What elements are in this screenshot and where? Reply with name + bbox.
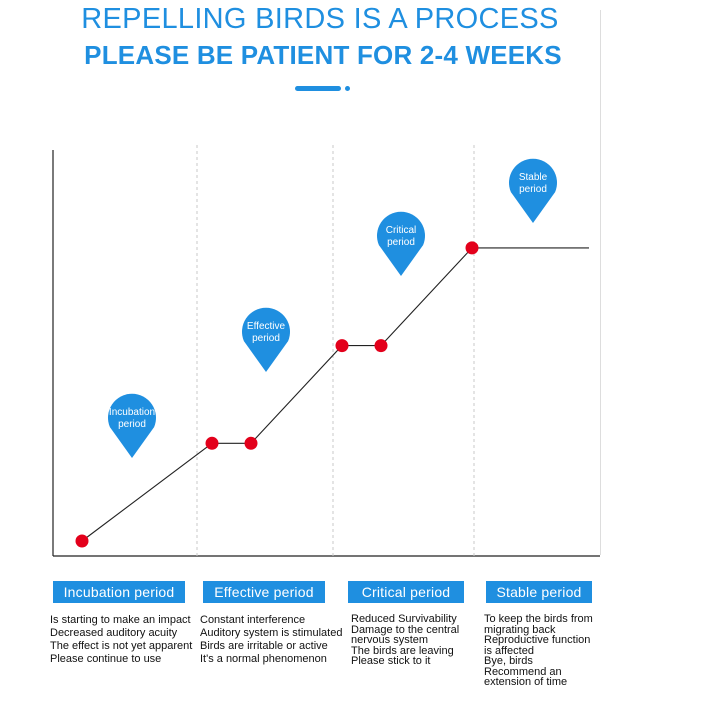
pin-4: Stableperiod (509, 159, 557, 223)
period-note-2-4: It's a normal phenomenon (200, 653, 342, 666)
progress-point-6 (466, 241, 479, 254)
pin-text-4-2: period (519, 184, 547, 195)
pin-text-2-2: period (252, 333, 280, 344)
pin-text-3-1: Critical (386, 225, 417, 236)
period-note-1-2: Decreased auditory acuity (50, 627, 192, 640)
period-note-3-3: nervous system (351, 635, 459, 646)
period-label-4: Stable period (486, 581, 592, 603)
progress-point-5 (375, 339, 388, 352)
period-note-4-3: Reproductive function (484, 635, 593, 646)
period-note-1-3: The effect is not yet apparent (50, 640, 192, 653)
pin-text-1-2: period (118, 419, 146, 430)
progress-point-2 (206, 437, 219, 450)
period-note-3-1: Reduced Survivability (351, 614, 459, 625)
period-notes-4: To keep the birds frommigrating backRepr… (484, 614, 593, 688)
period-label-1: Incubation period (53, 581, 185, 603)
period-note-4-7: extension of time (484, 677, 593, 688)
period-note-4-5: Bye, birds (484, 656, 593, 667)
progress-point-4 (336, 339, 349, 352)
period-notes-2: Constant interferenceAuditory system is … (200, 614, 342, 666)
pin-text-4-1: Stable (519, 172, 548, 183)
pin-text-2-1: Effective (247, 321, 286, 332)
period-note-1-1: Is starting to make an impact (50, 614, 192, 627)
progress-point-3 (245, 437, 258, 450)
pin-2: Effectiveperiod (242, 308, 290, 372)
period-note-2-2: Auditory system is stimulated (200, 627, 342, 640)
progress-line (82, 248, 589, 541)
progress-point-1 (76, 535, 89, 548)
period-label-2: Effective period (203, 581, 325, 603)
pin-text-3-2: period (387, 237, 415, 248)
period-note-4-1: To keep the birds from (484, 614, 593, 625)
period-notes-3: Reduced SurvivabilityDamage to the centr… (351, 614, 459, 667)
period-label-3: Critical period (348, 581, 464, 603)
pin-3: Criticalperiod (377, 212, 425, 276)
period-note-2-1: Constant interference (200, 614, 342, 627)
pin-text-1-1: Incubation (109, 407, 155, 418)
period-note-3-5: Please stick to it (351, 656, 459, 667)
period-notes-1: Is starting to make an impactDecreased a… (50, 614, 192, 666)
period-note-1-4: Please continue to use (50, 653, 192, 666)
pin-1: Incubationperiod (108, 394, 156, 458)
period-note-2-3: Birds are irritable or active (200, 640, 342, 653)
